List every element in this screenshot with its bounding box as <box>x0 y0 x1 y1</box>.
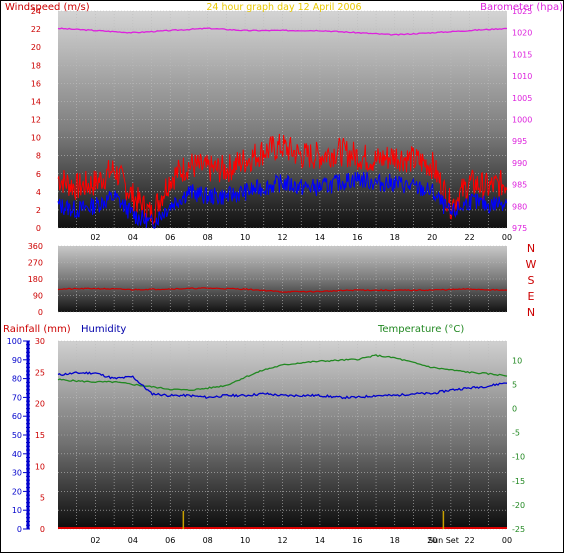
barometer-axis-label: Barometer (hpa) <box>480 2 563 13</box>
humidity-tick-label: 30 <box>12 469 22 478</box>
direction-tick-label: 270 <box>28 259 43 268</box>
barometer-tick-label: 990 <box>512 159 527 168</box>
temperature-tick-label: -15 <box>512 477 525 486</box>
humidity-tick-label: 40 <box>12 450 22 459</box>
panel1-x-tick-label: 18 <box>390 233 400 242</box>
humidity-axis-label: Humidity <box>81 324 126 335</box>
rainfall-tick-label: 30 <box>35 337 45 346</box>
humidity-tick-label: 100 <box>7 337 22 346</box>
temperature-tick-label: -25 <box>512 525 525 534</box>
barometer-tick-label: 980 <box>512 202 527 211</box>
panel3-x-tick-label: 14 <box>315 536 325 545</box>
humidity-tick-label: 0 <box>17 525 22 534</box>
humidity-tick-label: 20 <box>12 487 22 496</box>
compass-label: E <box>528 290 535 303</box>
average-wind-series-line <box>57 171 508 229</box>
panel1-x-tick-label: 04 <box>128 233 138 242</box>
panel3-x-tick-label: 22 <box>464 536 474 545</box>
barometer-tick-label: 1005 <box>512 94 532 103</box>
barometer-tick-label: 1015 <box>512 50 532 59</box>
windspeed-tick-label: 2 <box>36 206 41 215</box>
panel3-x-tick-label: 00 <box>502 536 512 545</box>
panel3-x-tick-label: 04 <box>128 536 138 545</box>
direction-tick-label: 180 <box>28 275 43 284</box>
panel3-x-tick-label: 18 <box>390 536 400 545</box>
panel3-x-tick-label: 06 <box>165 536 175 545</box>
rainfall-tick-label: 5 <box>40 494 45 503</box>
compass-label: N <box>527 306 535 319</box>
panel1-x-tick-label: 20 <box>427 233 437 242</box>
panel1-x-tick-label: 16 <box>352 233 362 242</box>
windspeed-axis-label: Windspeed (m/s) <box>5 2 90 13</box>
windspeed-tick-label: 18 <box>31 61 41 70</box>
barometer-series-line <box>57 27 508 36</box>
windspeed-tick-label: 12 <box>31 116 41 125</box>
rainfall-tick-label: 0 <box>40 525 45 534</box>
humidity-tick-label: 90 <box>12 356 22 365</box>
panel1-x-tick-label: 10 <box>240 233 250 242</box>
windspeed-tick-label: 14 <box>31 97 41 106</box>
panel1-x-tick-label: 08 <box>203 233 213 242</box>
wind-direction-series-line <box>57 287 508 293</box>
panel3-x-tick-label: 02 <box>90 536 100 545</box>
panel1-x-tick-label: 22 <box>464 233 474 242</box>
rainfall-axis-label: Rainfall (mm) <box>3 324 71 335</box>
panel3-x-tick-label: 10 <box>240 536 250 545</box>
windspeed-tick-label: 24 <box>31 7 41 16</box>
temperature-tick-label: -20 <box>512 501 525 510</box>
windspeed-tick-label: 0 <box>36 224 41 233</box>
panel1-x-tick-label: 02 <box>90 233 100 242</box>
compass-label: S <box>528 274 535 287</box>
direction-tick-label: 0 <box>38 308 43 317</box>
barometer-tick-label: 1010 <box>512 72 532 81</box>
compass-label: N <box>527 242 535 255</box>
humidity-tick-label: 50 <box>12 431 22 440</box>
temperature-tick-label: -10 <box>512 453 525 462</box>
barometer-tick-label: 975 <box>512 224 527 233</box>
temperature-tick-label: -5 <box>512 429 520 438</box>
windspeed-tick-label: 20 <box>31 43 41 52</box>
windspeed-tick-label: 16 <box>31 79 41 88</box>
panel3-x-tick-label: 12 <box>277 536 287 545</box>
windspeed-tick-label: 8 <box>36 152 41 161</box>
humidity-series-line <box>57 371 508 400</box>
rainfall-tick-label: 25 <box>35 368 45 377</box>
sunset-label: Sun Set <box>428 536 459 545</box>
direction-tick-label: 90 <box>33 292 43 301</box>
barometer-tick-label: 985 <box>512 181 527 190</box>
temperature-tick-label: 5 <box>512 380 517 389</box>
barometer-tick-label: 1000 <box>512 116 532 125</box>
windspeed-tick-label: 4 <box>36 188 41 197</box>
windspeed-tick-label: 10 <box>31 134 41 143</box>
barometer-tick-label: 995 <box>512 137 527 146</box>
panel1-x-tick-label: 12 <box>277 233 287 242</box>
panel1-x-tick-label: 00 <box>502 233 512 242</box>
temperature-tick-label: 0 <box>512 404 517 413</box>
rainfall-tick-label: 15 <box>35 431 45 440</box>
barometer-tick-label: 1025 <box>512 7 532 16</box>
rainfall-tick-label: 10 <box>35 462 45 471</box>
barometer-tick-label: 1020 <box>512 29 532 38</box>
humidity-tick-label: 80 <box>12 375 22 384</box>
temperature-tick-label: 10 <box>512 356 522 365</box>
humidity-tick-label: 10 <box>12 506 22 515</box>
humidity-tick-label: 60 <box>12 412 22 421</box>
panel1-x-tick-label: 14 <box>315 233 325 242</box>
direction-tick-label: 360 <box>28 242 43 251</box>
windspeed-tick-label: 6 <box>36 170 41 179</box>
compass-label: W <box>526 258 537 271</box>
windspeed-tick-label: 22 <box>31 25 41 34</box>
panel1-x-tick-label: 06 <box>165 233 175 242</box>
rainfall-tick-label: 20 <box>35 400 45 409</box>
chart-title: 24 hour graph day 12 April 2006 <box>206 2 361 13</box>
temperature-series-line <box>57 354 508 391</box>
temperature-axis-label: Temperature (°C) <box>377 324 464 335</box>
panel3-x-tick-label: 08 <box>203 536 213 545</box>
humidity-tick-label: 70 <box>12 393 22 402</box>
panel3-x-tick-label: 20 <box>427 536 437 545</box>
gust-series-line <box>57 133 508 227</box>
panel3-x-tick-label: 16 <box>352 536 362 545</box>
